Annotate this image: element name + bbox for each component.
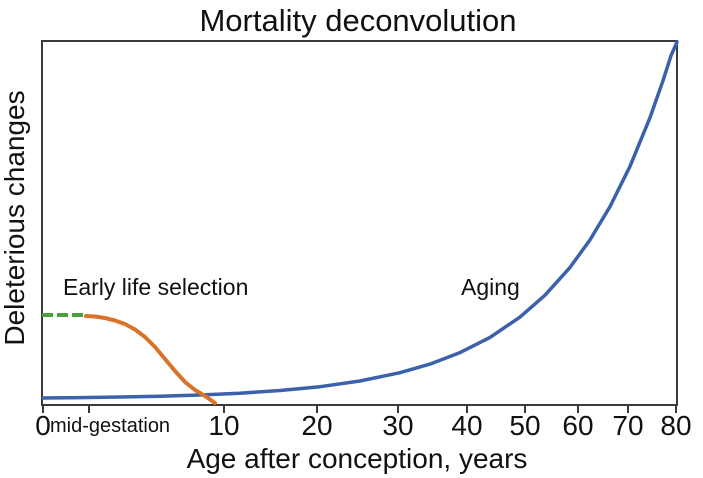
x-axis-ticks: 0 10 20 30 40 50 60 70 80 (35, 405, 692, 441)
x-tick-label: 80 (660, 410, 691, 441)
x-tick-label: 20 (301, 410, 332, 441)
plot-border (41, 40, 678, 406)
x-axis-label: Age after conception, years (187, 443, 528, 474)
y-axis-label: Deleterious changes (0, 90, 30, 345)
series-lines (41, 40, 679, 405)
early-life-selection-curve (84, 314, 217, 405)
figure-title: Mortality deconvolution (199, 3, 516, 38)
aging-curve (41, 40, 679, 400)
x-tick-label: 50 (509, 410, 540, 441)
x-tick-label: 40 (451, 410, 482, 441)
x-tick-label: 70 (612, 410, 643, 441)
annotation-mid-gestation: mid-gestation (50, 415, 170, 437)
curve-annotations: Early life selection Aging mid-gestation (50, 274, 520, 437)
x-tick-label: 30 (382, 410, 413, 441)
annotation-aging: Aging (461, 274, 520, 300)
x-tick-label: 0 (35, 410, 51, 441)
x-tick-label: 10 (208, 410, 239, 441)
annotation-early-life-selection: Early life selection (63, 274, 248, 300)
x-tick-label: 60 (562, 410, 593, 441)
